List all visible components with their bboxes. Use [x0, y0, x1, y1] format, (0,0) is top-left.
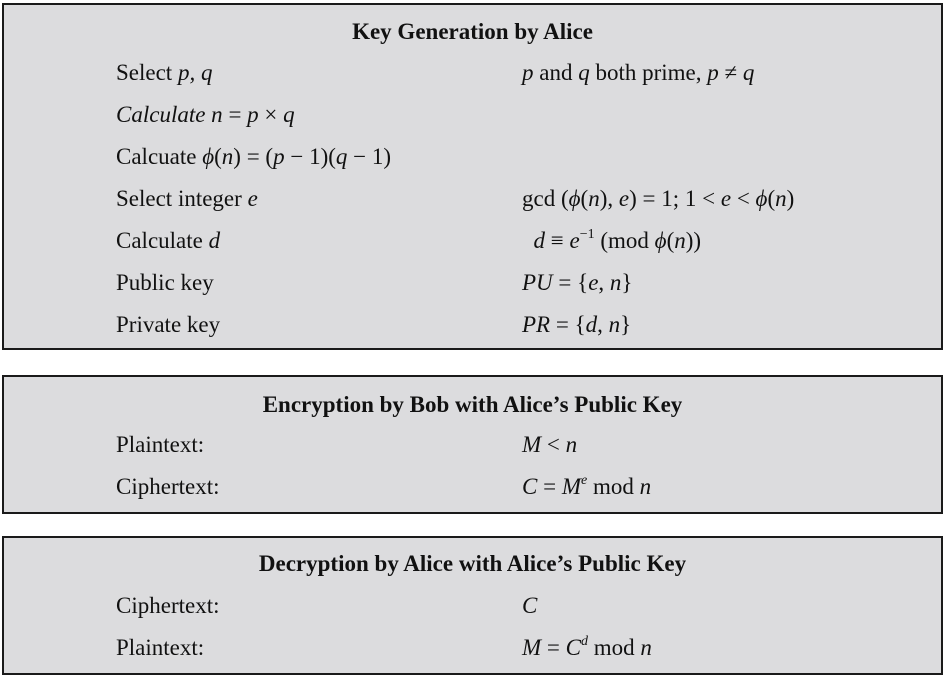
row-value: M = Cd mod n — [522, 634, 652, 660]
encryption-panel: Encryption by Bob with Alice’s Public Ke… — [2, 375, 943, 514]
row-label: Select integer e — [116, 186, 258, 211]
row-label: Ciphertext: — [116, 474, 220, 499]
decryption-panel: Decryption by Alice with Alice’s Public … — [2, 536, 943, 675]
table-row: Calculate d d ≡ e−1 (mod ϕ(n)) — [4, 226, 941, 256]
row-value: d ≡ e−1 (mod ϕ(n)) — [533, 227, 702, 253]
row-label: Ciphertext: — [116, 593, 220, 618]
row-label: Plaintext: — [116, 432, 205, 457]
table-row: Select integer e gcd (ϕ(n), e) = 1; 1 < … — [4, 184, 941, 214]
table-row: Plaintext: M = Cd mod n — [4, 633, 941, 663]
key-generation-panel: Key Generation by Alice Select p, q p an… — [2, 3, 943, 350]
row-label: Calculate d — [116, 228, 221, 253]
row-label: Calculate n = p × q — [116, 102, 295, 127]
row-value: PR = {d, n} — [522, 312, 632, 337]
table-row: Private key PR = {d, n} — [4, 310, 941, 340]
table-row: Ciphertext: C — [4, 591, 941, 621]
row-label: Private key — [116, 312, 221, 337]
row-value: C = Me mod n — [522, 473, 652, 499]
row-value: C — [522, 593, 538, 618]
row-label: Calcuate ϕ(n) = (p − 1)(q − 1) — [116, 144, 392, 169]
table-row: Ciphertext: C = Me mod n — [4, 472, 941, 502]
decryption-title: Decryption by Alice with Alice’s Public … — [258, 551, 687, 576]
table-row: Public key PU = {e, n} — [4, 268, 941, 298]
table-row: Calculate n = p × q — [4, 100, 941, 130]
row-value: M < n — [522, 432, 578, 457]
row-label: Select p, q — [116, 60, 213, 85]
table-row: Select p, q p and q both prime, p ≠ q — [4, 58, 941, 88]
row-value: gcd (ϕ(n), e) = 1; 1 < e < ϕ(n) — [522, 186, 795, 211]
key-generation-title: Key Generation by Alice — [352, 19, 593, 44]
encryption-title: Encryption by Bob with Alice’s Public Ke… — [262, 392, 683, 417]
table-row: Plaintext: M < n — [4, 430, 941, 460]
row-label: Public key — [116, 270, 214, 295]
table-row: Calcuate ϕ(n) = (p − 1)(q − 1) — [4, 142, 941, 172]
row-value: PU = {e, n} — [522, 270, 633, 295]
row-value: p and q both prime, p ≠ q — [522, 60, 755, 85]
row-label: Plaintext: — [116, 635, 205, 660]
